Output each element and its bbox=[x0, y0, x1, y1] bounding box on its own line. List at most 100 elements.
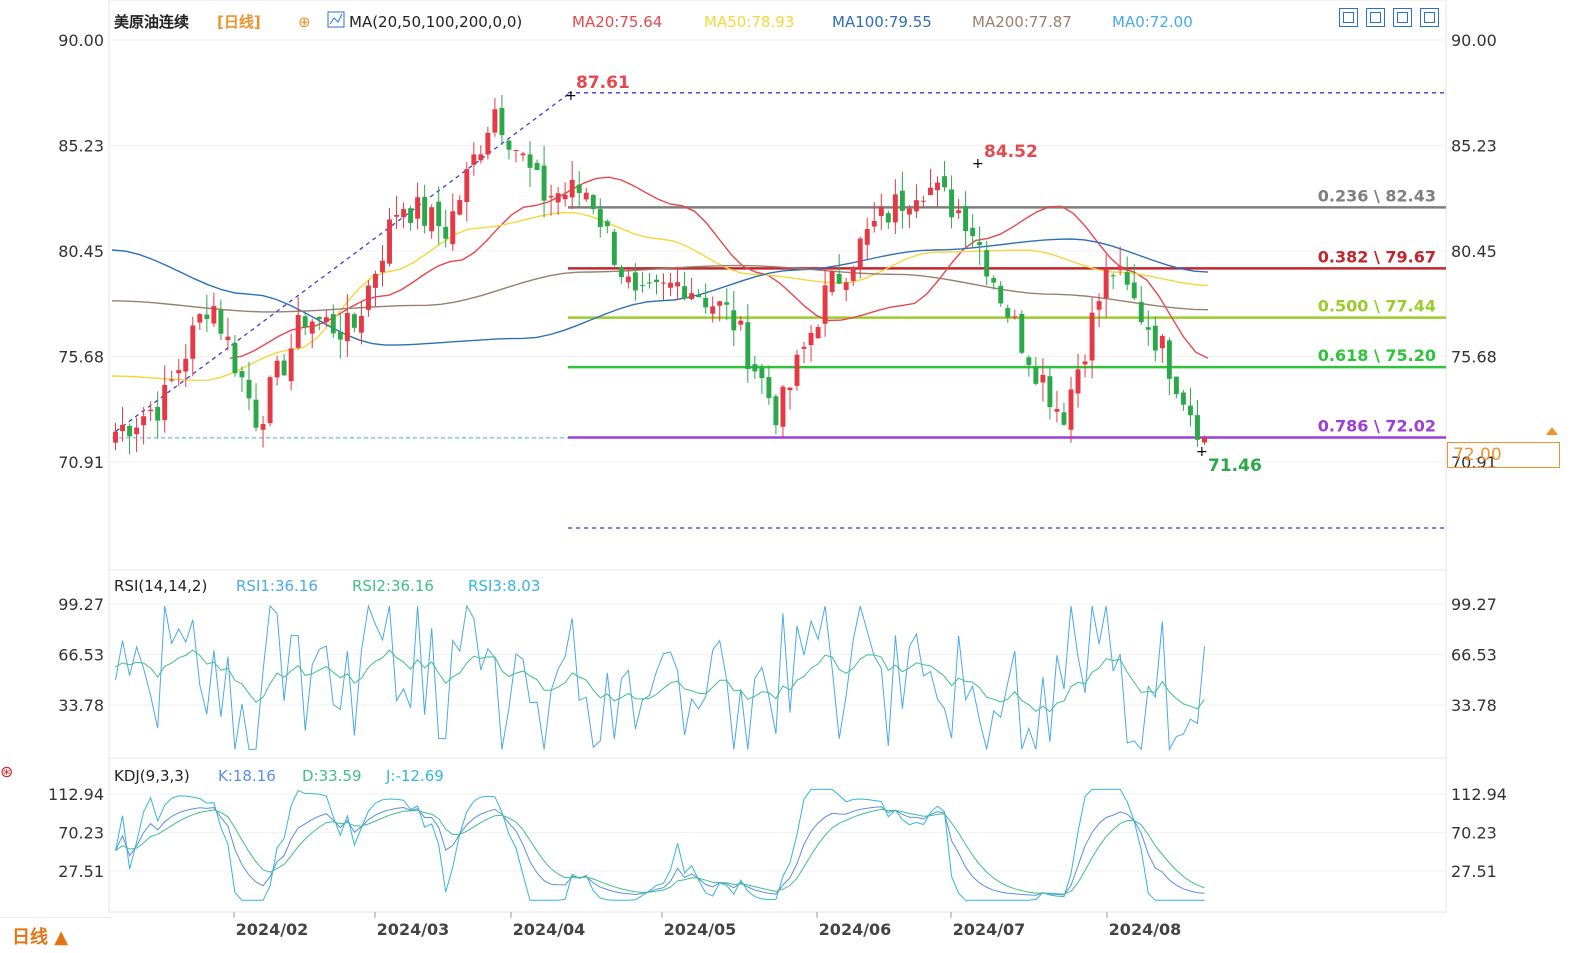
rsi3-value: RSI3:8.03 bbox=[468, 577, 540, 595]
moving-averages bbox=[111, 176, 1209, 382]
candle-body bbox=[759, 367, 765, 379]
candle-body bbox=[682, 286, 688, 299]
candle-body bbox=[1082, 361, 1088, 365]
candle-body bbox=[162, 385, 168, 420]
candle-body bbox=[267, 377, 273, 424]
kdj-tick-right: 27.51 bbox=[1451, 862, 1497, 881]
indicator-line-icon bbox=[329, 13, 343, 25]
rsi2-value: RSI2:36.16 bbox=[352, 577, 434, 595]
candle-body bbox=[471, 154, 477, 165]
rsi-slow-line bbox=[115, 649, 1205, 713]
candle-body bbox=[850, 267, 856, 281]
candle-body bbox=[590, 195, 596, 210]
candle-body bbox=[478, 154, 484, 161]
fib-label: 0.786 \ 72.02 bbox=[1318, 416, 1436, 435]
kdj-lines bbox=[115, 788, 1205, 901]
zoom-icon[interactable] bbox=[1366, 8, 1385, 27]
date-label: 2024/06 bbox=[819, 920, 892, 939]
candle-body bbox=[808, 332, 814, 346]
candle-body bbox=[1019, 313, 1025, 353]
date-axis: 2024/02 2024/03 2024/04 2024/05 2024/06 2024/… bbox=[233, 912, 1182, 939]
candle-body bbox=[625, 276, 631, 283]
price-tick-right: 90.00 bbox=[1451, 31, 1497, 50]
ma0-value: MA0:72.00 bbox=[1112, 13, 1193, 31]
candle-body bbox=[225, 336, 231, 341]
period-tab[interactable]: 日线 ▲ bbox=[0, 917, 112, 952]
rsi-lines bbox=[115, 604, 1205, 752]
kdj-d-line bbox=[115, 808, 1205, 895]
candle-body bbox=[752, 364, 758, 372]
kdj-tick-right: 112.94 bbox=[1451, 785, 1507, 804]
candle-body bbox=[260, 424, 266, 430]
candle-body bbox=[724, 302, 730, 305]
indicator-settings-icon[interactable] bbox=[327, 11, 345, 28]
rsi1-value: RSI1:36.16 bbox=[236, 577, 318, 595]
candle-body bbox=[1033, 367, 1039, 384]
date-label: 2024/07 bbox=[953, 920, 1026, 939]
candle-body bbox=[548, 196, 554, 198]
candle-body bbox=[204, 314, 210, 319]
kdj-j-line bbox=[115, 788, 1205, 901]
current-price-tag: 72.00 bbox=[1447, 442, 1560, 468]
candle-body bbox=[394, 215, 399, 217]
fibonacci-lines: 0.236 \ 82.43 0.382 \ 79.67 0.500 \ 77.44 0… bbox=[112, 92, 1446, 529]
price-tick-left: 90.00 bbox=[58, 31, 104, 50]
candle-body bbox=[562, 194, 568, 200]
play-icon[interactable] bbox=[1393, 8, 1412, 27]
candle-body bbox=[1040, 374, 1046, 383]
add-indicator-icon[interactable]: ⊕ bbox=[298, 13, 311, 31]
trend-line[interactable] bbox=[115, 92, 571, 432]
period-label[interactable]: [日线] bbox=[217, 13, 261, 31]
crosshair-icon[interactable] bbox=[1339, 8, 1358, 27]
candle-body bbox=[661, 282, 666, 284]
candle-body bbox=[1202, 437, 1207, 443]
candle-body bbox=[991, 278, 997, 283]
candle-body bbox=[337, 331, 343, 340]
candle-body bbox=[871, 221, 877, 227]
candle-body bbox=[963, 206, 969, 232]
kdj-tick-left: 112.94 bbox=[48, 785, 104, 804]
candle-body bbox=[316, 316, 322, 320]
candle-body bbox=[415, 197, 421, 219]
candle-body bbox=[1173, 376, 1179, 395]
candle-body bbox=[309, 321, 315, 334]
candle-body bbox=[1117, 266, 1123, 271]
date-label: 2024/08 bbox=[1109, 920, 1182, 939]
candle-body bbox=[541, 165, 547, 201]
candle-body bbox=[906, 208, 912, 215]
settings-icon[interactable]: ⊛ bbox=[0, 762, 14, 781]
candle-body bbox=[1012, 316, 1018, 318]
candle-body bbox=[569, 179, 575, 198]
candle-body bbox=[1103, 268, 1109, 299]
candle-body bbox=[632, 272, 638, 291]
forward-icon[interactable] bbox=[1420, 8, 1439, 27]
candle-body bbox=[766, 377, 772, 398]
ma200-value: MA200:77.87 bbox=[972, 13, 1072, 31]
rsi-tick-left: 66.53 bbox=[58, 645, 104, 664]
period-tab-label: 日线 ▲ bbox=[12, 927, 69, 948]
candle-body bbox=[1159, 335, 1165, 349]
candle-body bbox=[120, 424, 125, 432]
kdj-tick-left: 27.51 bbox=[58, 862, 104, 881]
candle-body bbox=[745, 322, 751, 370]
candlesticks[interactable] bbox=[113, 94, 1207, 455]
kdj-j-value: J:-12.69 bbox=[385, 767, 444, 785]
candle-body bbox=[183, 358, 189, 372]
candle-body bbox=[190, 325, 196, 359]
ma-params: MA(20,50,100,200,0,0) bbox=[349, 13, 522, 31]
candle-body bbox=[169, 379, 175, 381]
fib-label: 0.500 \ 77.44 bbox=[1318, 297, 1436, 316]
candle-body bbox=[583, 192, 589, 200]
kdj-k-value: K:18.16 bbox=[218, 767, 276, 785]
rsi-axis: 99.27 99.27 66.53 66.53 33.78 33.78 bbox=[58, 595, 1497, 715]
candle-body bbox=[358, 316, 364, 333]
up-arrow-icon bbox=[1546, 427, 1558, 435]
current-price: 72.00 bbox=[1453, 445, 1502, 465]
candle-body bbox=[899, 190, 905, 211]
candle-body bbox=[710, 306, 716, 314]
candle-body bbox=[422, 196, 428, 226]
kdj-axis: 112.94 112.94 70.23 70.23 27.51 27.51 bbox=[48, 785, 1507, 881]
candle-body bbox=[485, 132, 491, 155]
candle-body bbox=[696, 294, 702, 298]
